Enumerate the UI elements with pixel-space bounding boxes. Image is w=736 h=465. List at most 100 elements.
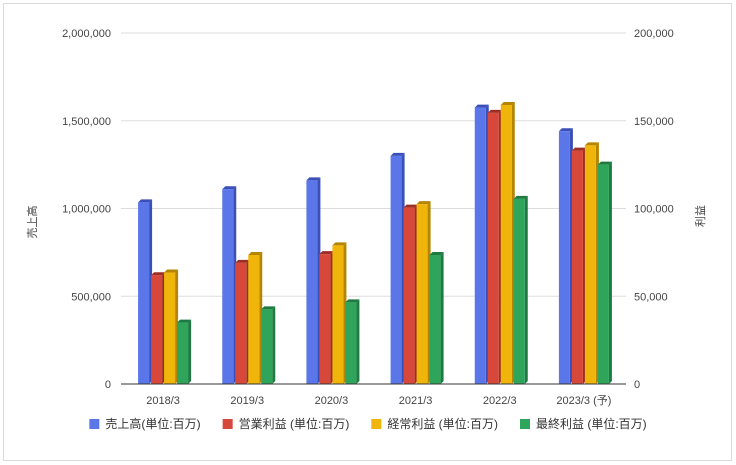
bar-top (500, 101, 515, 105)
bar (584, 142, 599, 384)
bar-face (248, 255, 260, 384)
bar (390, 152, 405, 384)
bar-top (558, 128, 573, 132)
legend-item: 売上高(単位:百万) (89, 416, 201, 431)
bar-top (261, 306, 276, 310)
x-tick-label: 2021/3 (399, 395, 433, 407)
bar-top (222, 186, 237, 190)
bar-top (235, 259, 250, 263)
legend: 売上高(単位:百万) 営業利益 (単位:百万) 経常利益 (単位:百万) 最終利益 (… (89, 416, 647, 431)
bar-side (524, 195, 528, 384)
bar (177, 319, 192, 384)
bar-face (164, 272, 176, 384)
legend-item: 営業利益 (単位:百万) (222, 416, 350, 431)
bar-face (429, 255, 441, 384)
bar-face (151, 275, 163, 384)
bar-top (306, 177, 321, 181)
bar (513, 195, 528, 384)
bar-side (188, 319, 192, 384)
right-tick-label: 150,000 (634, 116, 674, 128)
right-axis-title: 利益 (693, 205, 707, 227)
left-axis-title: 売上高 (25, 206, 39, 239)
bar (571, 147, 586, 384)
bar (248, 252, 263, 384)
x-axis-ticks: 2018/3 2019/3 2020/3 2021/3 2022/3 2023/3 (予) (146, 394, 611, 407)
bar-face (474, 107, 486, 385)
bar-face (261, 309, 273, 384)
bar (138, 199, 153, 384)
legend-swatch (222, 419, 233, 429)
bar-top (416, 201, 431, 205)
bar-face (332, 245, 344, 384)
bar-face (319, 254, 331, 384)
bar (261, 306, 276, 384)
bar-top (164, 269, 179, 273)
bar-top (390, 152, 405, 156)
bar-face (138, 202, 150, 384)
legend-swatch (371, 419, 382, 429)
left-tick-label: 500,000 (71, 291, 111, 303)
bar-top (248, 252, 263, 256)
bar (151, 272, 166, 384)
legend-swatch (520, 419, 530, 429)
bar-top (151, 272, 166, 276)
gridlines (121, 32, 626, 385)
right-axis-ticks: 0 50,000 100,000 150,000 200,000 (634, 28, 674, 391)
bar (319, 251, 334, 384)
right-tick-label: 50,000 (634, 291, 668, 303)
bar (403, 204, 418, 384)
bar (235, 259, 250, 384)
left-axis-ticks: 0 500,000 1,000,000 1,500,000 2,000,000 (62, 28, 111, 391)
bar-top (474, 104, 489, 108)
x-tick-label: 2019/3 (230, 395, 264, 407)
bar-top (177, 319, 192, 323)
bar-face (500, 104, 512, 384)
bar (306, 177, 321, 384)
bar-face (390, 155, 402, 384)
bar-side (608, 161, 612, 384)
bar-top (513, 195, 528, 199)
bar (429, 252, 444, 384)
legend-label: 営業利益 (単位:百万) (239, 416, 350, 431)
legend-swatch (89, 419, 100, 429)
legend-label: 最終利益 (単位:百万) (536, 416, 647, 431)
right-tick-label: 0 (634, 379, 640, 391)
bar-face (235, 262, 247, 384)
bar (416, 201, 431, 384)
bar-top (597, 161, 612, 165)
bar-face (403, 207, 415, 384)
x-tick-label: 2020/3 (315, 395, 349, 407)
bar-top (345, 299, 360, 303)
bar-face (222, 189, 234, 384)
legend-label: 売上高(単位:百万) (105, 416, 200, 431)
bars (121, 101, 626, 385)
right-tick-label: 100,000 (634, 204, 674, 216)
bar-top (332, 242, 347, 246)
bar-face (558, 131, 570, 384)
x-tick-label: 2023/3 (予) (556, 394, 611, 407)
bar (597, 161, 612, 384)
x-tick-label: 2022/3 (483, 395, 517, 407)
legend-item: 最終利益 (単位:百万) (520, 416, 647, 431)
left-tick-label: 2,000,000 (62, 28, 111, 40)
left-tick-label: 0 (105, 379, 111, 391)
bar-top (429, 252, 444, 256)
bar (164, 269, 179, 384)
bar-face (513, 198, 525, 384)
bar-side (356, 299, 360, 384)
bar (558, 128, 573, 384)
legend-label: 経常利益 (単位:百万) (387, 416, 498, 431)
bar-top (584, 142, 599, 146)
left-tick-label: 1,000,000 (62, 204, 111, 216)
bar-top (138, 199, 153, 203)
bar-side (440, 252, 444, 384)
bar-face (345, 302, 357, 384)
bar-top (319, 251, 334, 255)
bar (332, 242, 347, 384)
bar-face (306, 180, 318, 384)
bar (345, 299, 360, 384)
bar-top (403, 204, 418, 208)
bar-face (597, 164, 609, 384)
bar (487, 109, 502, 384)
